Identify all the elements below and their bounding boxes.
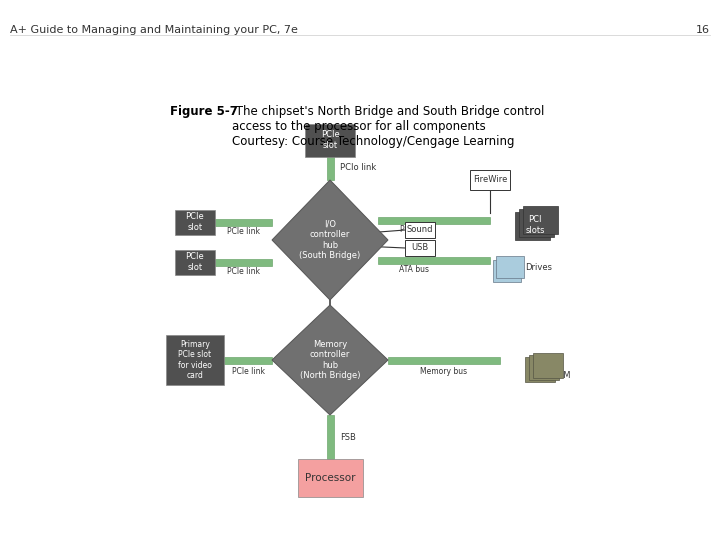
- Text: PCIe
slot: PCIe slot: [186, 212, 204, 232]
- FancyBboxPatch shape: [378, 256, 490, 264]
- FancyBboxPatch shape: [305, 124, 355, 157]
- FancyBboxPatch shape: [493, 260, 521, 282]
- FancyBboxPatch shape: [523, 206, 558, 234]
- FancyBboxPatch shape: [224, 356, 272, 363]
- Text: Memory
controller
hub
(North Bridge): Memory controller hub (North Bridge): [300, 340, 360, 380]
- FancyBboxPatch shape: [388, 356, 500, 363]
- FancyBboxPatch shape: [326, 415, 333, 459]
- FancyBboxPatch shape: [166, 335, 224, 385]
- FancyBboxPatch shape: [326, 154, 333, 180]
- Text: PCIo link: PCIo link: [340, 163, 377, 172]
- Text: USB: USB: [411, 244, 428, 253]
- Text: Sound: Sound: [407, 226, 433, 234]
- Text: Figure 5-7: Figure 5-7: [170, 105, 238, 118]
- Text: PCIe link: PCIe link: [232, 368, 264, 376]
- Text: PCIe
slot: PCIe slot: [186, 252, 204, 272]
- FancyBboxPatch shape: [405, 222, 435, 238]
- FancyBboxPatch shape: [533, 353, 563, 378]
- Text: FireWire: FireWire: [473, 176, 507, 185]
- FancyBboxPatch shape: [215, 219, 272, 226]
- FancyBboxPatch shape: [215, 259, 272, 266]
- FancyBboxPatch shape: [496, 256, 524, 278]
- Text: Primary
PCIe slot
for video
card: Primary PCIe slot for video card: [178, 340, 212, 380]
- Text: RAM: RAM: [552, 370, 570, 380]
- Polygon shape: [272, 305, 388, 415]
- Text: PCI
slots: PCI slots: [526, 215, 545, 235]
- FancyBboxPatch shape: [529, 355, 559, 380]
- FancyBboxPatch shape: [297, 459, 362, 497]
- FancyBboxPatch shape: [525, 357, 555, 382]
- Text: Processor: Processor: [305, 473, 355, 483]
- FancyBboxPatch shape: [405, 240, 435, 256]
- Text: Memory bus: Memory bus: [420, 368, 467, 376]
- FancyBboxPatch shape: [470, 170, 510, 190]
- FancyBboxPatch shape: [515, 212, 550, 240]
- FancyBboxPatch shape: [175, 210, 215, 234]
- FancyBboxPatch shape: [378, 217, 490, 224]
- Polygon shape: [272, 180, 388, 300]
- FancyBboxPatch shape: [175, 249, 215, 274]
- Text: PCIe
slot: PCIe slot: [320, 130, 339, 150]
- Text: I/O
controller
hub
(South Bridge): I/O controller hub (South Bridge): [300, 220, 361, 260]
- Text: 16: 16: [696, 25, 710, 35]
- Text: The chipset's North Bridge and South Bridge control
access to the processor for : The chipset's North Bridge and South Bri…: [232, 105, 544, 148]
- Text: PCIe link: PCIe link: [227, 227, 260, 237]
- Text: PCI bus: PCI bus: [400, 226, 428, 234]
- Text: FSB: FSB: [340, 433, 356, 442]
- Text: ATA bus: ATA bus: [399, 266, 429, 274]
- Text: PCIe link: PCIe link: [227, 267, 260, 276]
- Text: A+ Guide to Managing and Maintaining your PC, 7e: A+ Guide to Managing and Maintaining you…: [10, 25, 298, 35]
- Text: Drives: Drives: [525, 264, 552, 273]
- FancyBboxPatch shape: [519, 209, 554, 237]
